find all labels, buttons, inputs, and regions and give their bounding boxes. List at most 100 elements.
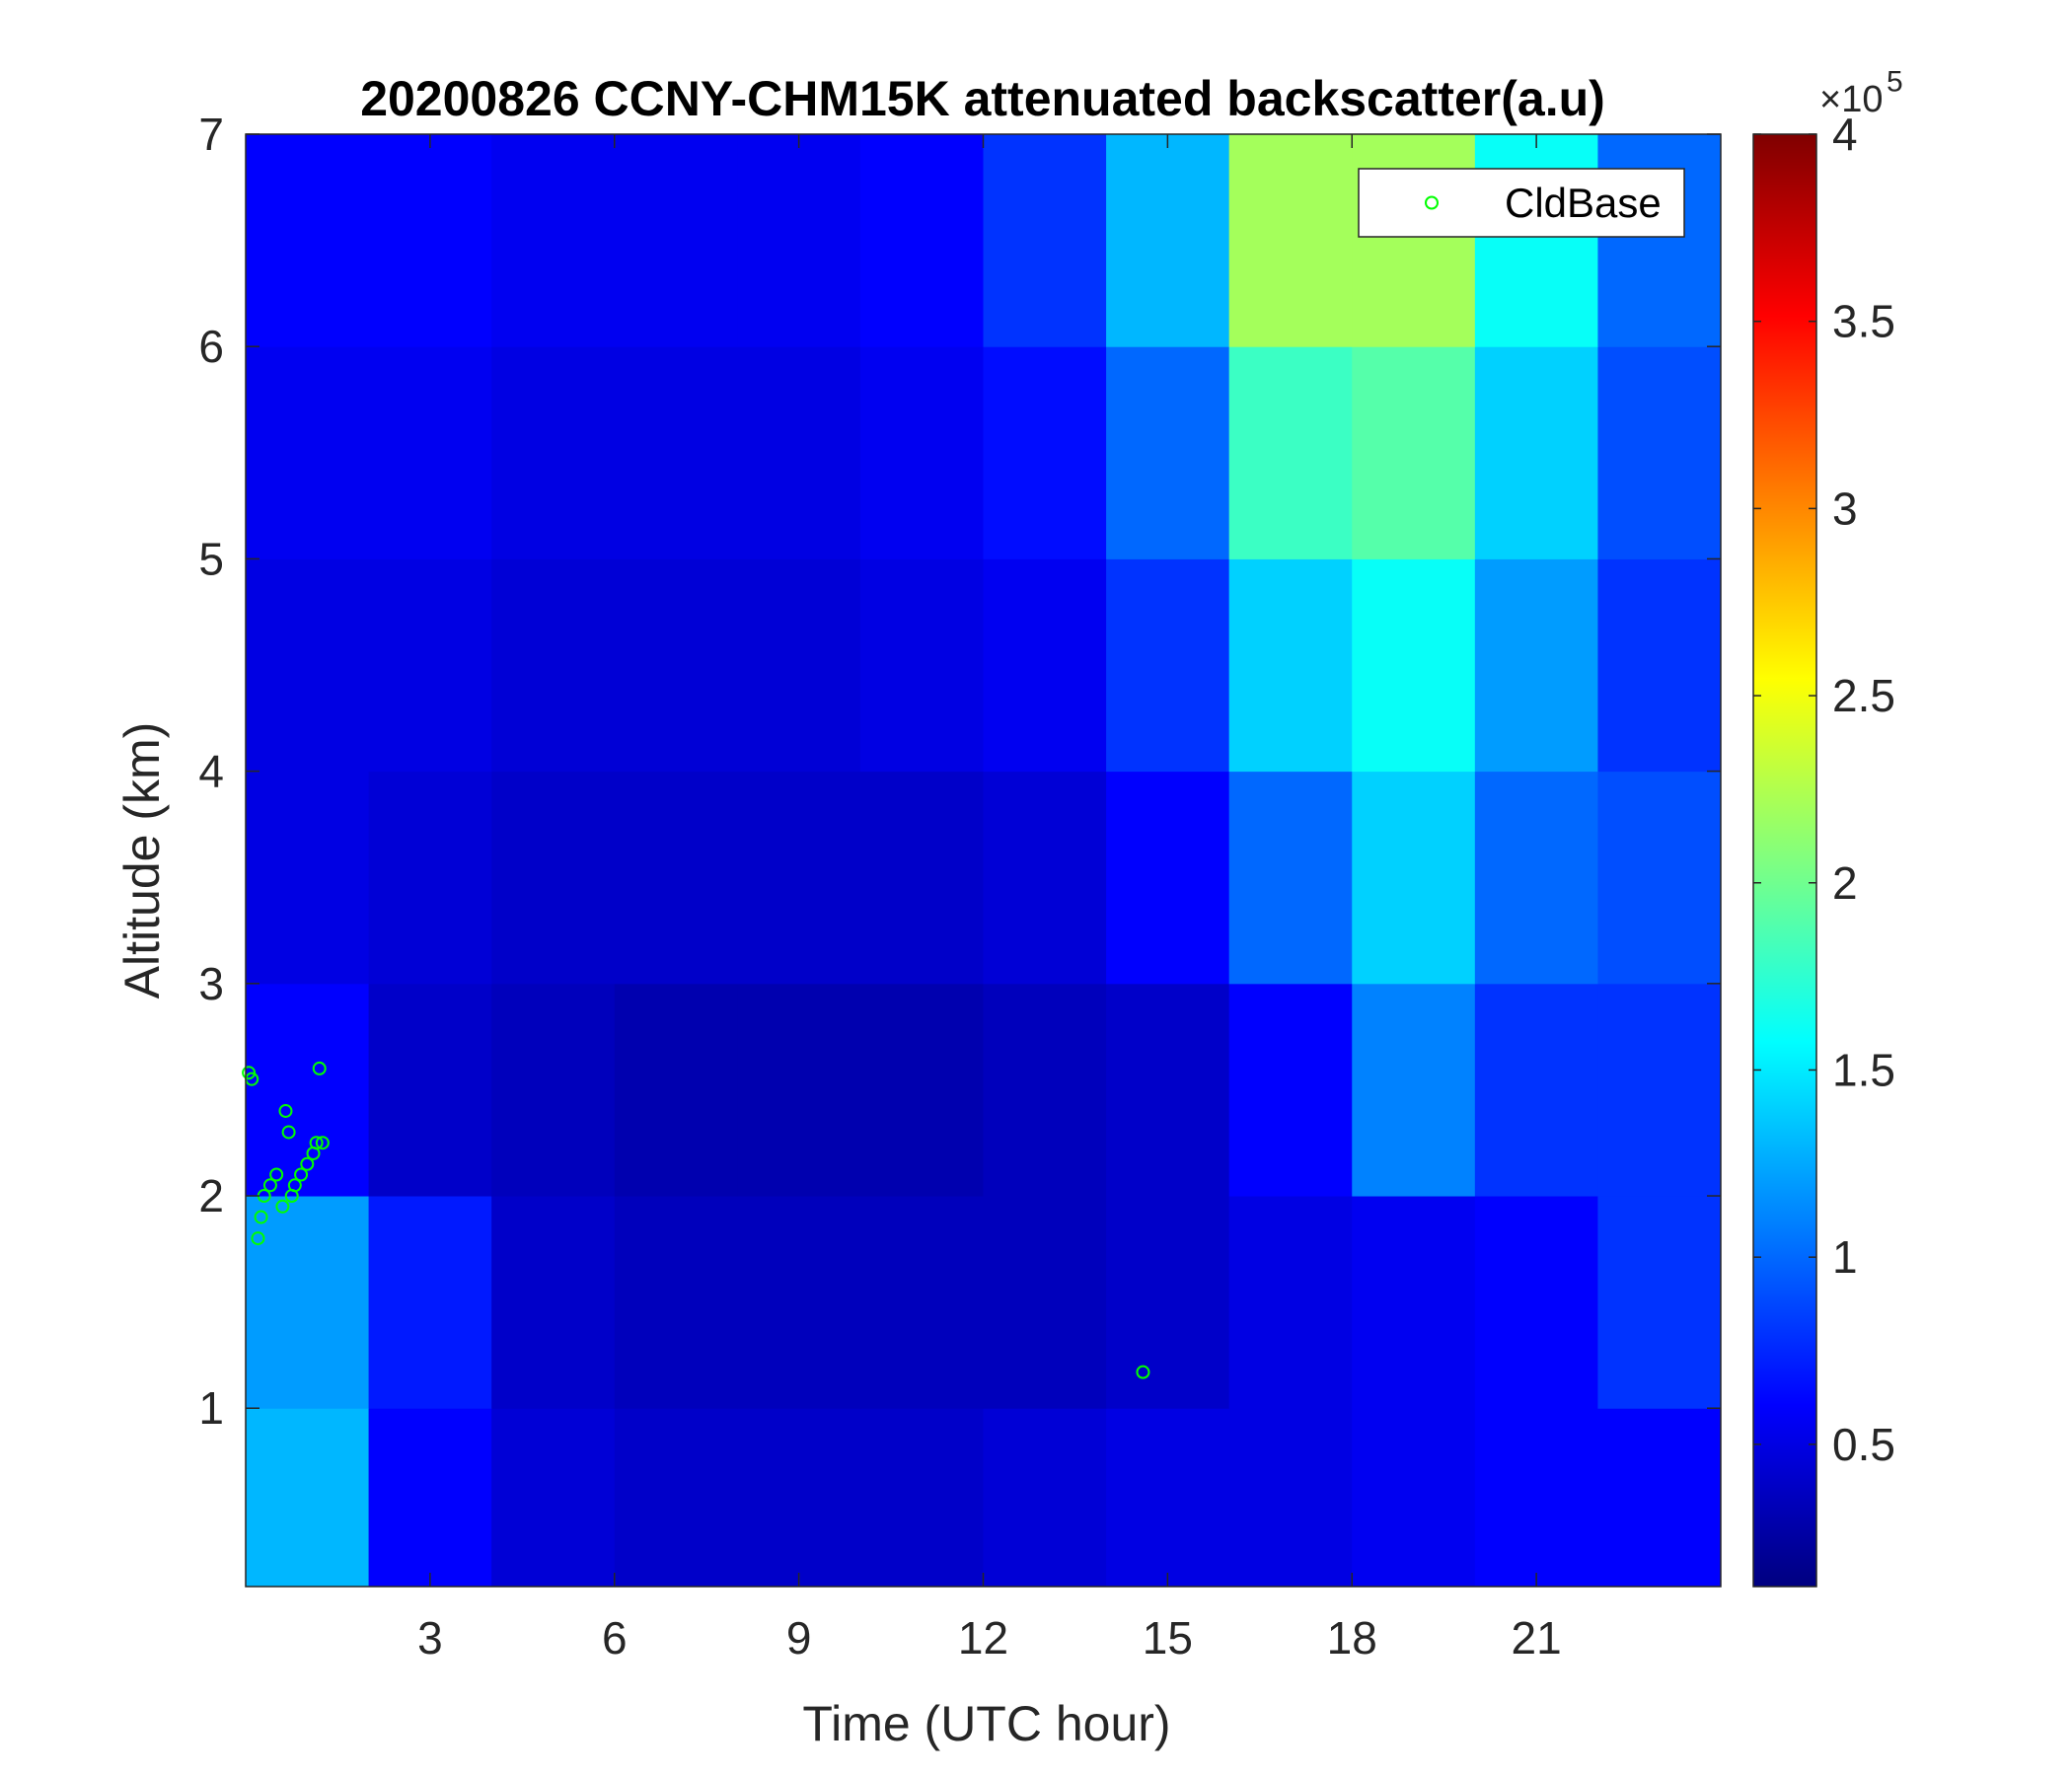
heatmap-cell bbox=[1474, 983, 1598, 1197]
heatmap-cell bbox=[1106, 771, 1230, 985]
heatmap-cell bbox=[1352, 346, 1476, 559]
heatmap-cell bbox=[368, 983, 492, 1197]
heatmap-cell bbox=[737, 771, 861, 985]
heatmap-cell bbox=[1106, 346, 1230, 559]
heatmap-cell bbox=[1352, 1408, 1476, 1588]
heatmap-cell bbox=[1106, 983, 1230, 1197]
cloud-base-point bbox=[312, 1061, 327, 1075]
heatmap-cell bbox=[1474, 346, 1598, 559]
y-tick-label: 2 bbox=[198, 1170, 224, 1221]
cloud-base-point bbox=[275, 1199, 290, 1214]
heatmap-cell bbox=[737, 983, 861, 1197]
heatmap-cell bbox=[859, 1408, 984, 1588]
heatmap-cell bbox=[1597, 558, 1722, 773]
x-axis-label: Time (UTC hour) bbox=[802, 1696, 1170, 1751]
heatmap-cell bbox=[491, 346, 616, 559]
heatmap-cell bbox=[859, 771, 984, 985]
heatmap-cell bbox=[1106, 1408, 1230, 1588]
heatmap-cell bbox=[1106, 134, 1230, 347]
heatmap-cell bbox=[246, 134, 370, 347]
heatmap-cell bbox=[737, 134, 861, 347]
chart-title: 20200826 CCNY-CHM15K attenuated backscat… bbox=[360, 71, 1605, 126]
heatmap-cell bbox=[983, 771, 1107, 985]
x-tick-label: 15 bbox=[1143, 1612, 1193, 1664]
heatmap-cell bbox=[737, 346, 861, 559]
x-tick-label: 3 bbox=[417, 1612, 443, 1664]
cloud-base-point bbox=[309, 1136, 324, 1150]
cloud-base-point bbox=[278, 1103, 293, 1118]
heatmap-cell bbox=[614, 771, 738, 985]
heatmap-cell bbox=[491, 771, 616, 985]
heatmap-cell bbox=[1352, 134, 1476, 347]
heatmap-cell bbox=[246, 1196, 370, 1409]
x-tick-label: 6 bbox=[602, 1612, 628, 1664]
heatmap-cell bbox=[1597, 1196, 1722, 1409]
heatmap-cell bbox=[737, 1408, 861, 1588]
heatmap-cell bbox=[1474, 1408, 1598, 1588]
heatmap-cell bbox=[614, 983, 738, 1197]
colorbar-tick-label: 1.5 bbox=[1832, 1044, 1895, 1095]
y-tick-label: 5 bbox=[198, 533, 224, 584]
heatmap-cell bbox=[1228, 1408, 1353, 1588]
heatmap-cell bbox=[368, 346, 492, 559]
legend-label: CldBase bbox=[1505, 180, 1662, 226]
colorbar-tick-label: 1 bbox=[1832, 1231, 1858, 1283]
heatmap-cell bbox=[491, 558, 616, 773]
x-tick-label: 18 bbox=[1327, 1612, 1377, 1664]
colorbar-tick-label: 3.5 bbox=[1832, 296, 1895, 347]
heatmap-cell bbox=[983, 983, 1107, 1197]
heatmap-cell bbox=[737, 1196, 861, 1409]
heatmap-cell bbox=[614, 1408, 738, 1588]
legend-marker bbox=[1425, 195, 1439, 210]
y-tick-label: 6 bbox=[198, 321, 224, 372]
heatmap-cell bbox=[983, 1408, 1107, 1588]
heatmap-cell bbox=[1597, 346, 1722, 559]
heatmap-cell bbox=[859, 983, 984, 1197]
cloud-base-point bbox=[242, 1066, 257, 1080]
cloud-base-point bbox=[1136, 1365, 1150, 1379]
colorbar-tick-label: 4 bbox=[1832, 109, 1858, 160]
colorbar-tick-label: 2.5 bbox=[1832, 670, 1895, 721]
colorbar-exponent: 5 bbox=[1887, 66, 1903, 99]
cloud-base-point bbox=[300, 1156, 315, 1171]
heatmap-cell bbox=[614, 346, 738, 559]
heatmap-cell bbox=[1228, 558, 1353, 773]
heatmap-cell bbox=[1228, 771, 1353, 985]
legend-box bbox=[1358, 168, 1685, 238]
colorbar-tick-label: 0.5 bbox=[1832, 1419, 1895, 1470]
y-tick-label: 4 bbox=[198, 746, 224, 797]
heatmap-cell bbox=[1228, 134, 1353, 347]
cloud-base-point bbox=[287, 1178, 302, 1193]
cloud-base-point bbox=[315, 1136, 330, 1150]
heatmap-cell bbox=[1228, 1196, 1353, 1409]
cloud-base-point bbox=[281, 1125, 296, 1140]
cloud-base-point bbox=[254, 1210, 268, 1224]
y-axis-label: Altitude (km) bbox=[114, 722, 170, 999]
heatmap-cell bbox=[246, 983, 370, 1197]
x-tick-label: 9 bbox=[786, 1612, 812, 1664]
heatmap-cell bbox=[859, 558, 984, 773]
y-tick-label: 1 bbox=[198, 1382, 224, 1434]
heatmap-cell bbox=[491, 134, 616, 347]
y-tick-label: 3 bbox=[198, 958, 224, 1009]
heatmap-cell bbox=[1474, 1196, 1598, 1409]
heatmap-cell bbox=[1597, 983, 1722, 1197]
heatmap-cell bbox=[614, 558, 738, 773]
heatmap-cell bbox=[983, 134, 1107, 347]
heatmap-cell bbox=[1597, 134, 1722, 347]
heatmap-cell bbox=[1352, 1196, 1476, 1409]
heatmap-cell bbox=[1228, 346, 1353, 559]
heatmap-cell bbox=[1352, 983, 1476, 1197]
heatmap-cell bbox=[368, 134, 492, 347]
heatmap-cell bbox=[1106, 1196, 1230, 1409]
heatmap-cell bbox=[246, 1408, 370, 1588]
heatmap-cell bbox=[737, 558, 861, 773]
heatmap-cell bbox=[1597, 771, 1722, 985]
heatmap-cell bbox=[859, 346, 984, 559]
heatmap-cell bbox=[491, 1408, 616, 1588]
heatmap-cell bbox=[1352, 771, 1476, 985]
cloud-base-point bbox=[251, 1231, 265, 1246]
heatmap-cell bbox=[614, 1196, 738, 1409]
heatmap-cell bbox=[368, 1196, 492, 1409]
